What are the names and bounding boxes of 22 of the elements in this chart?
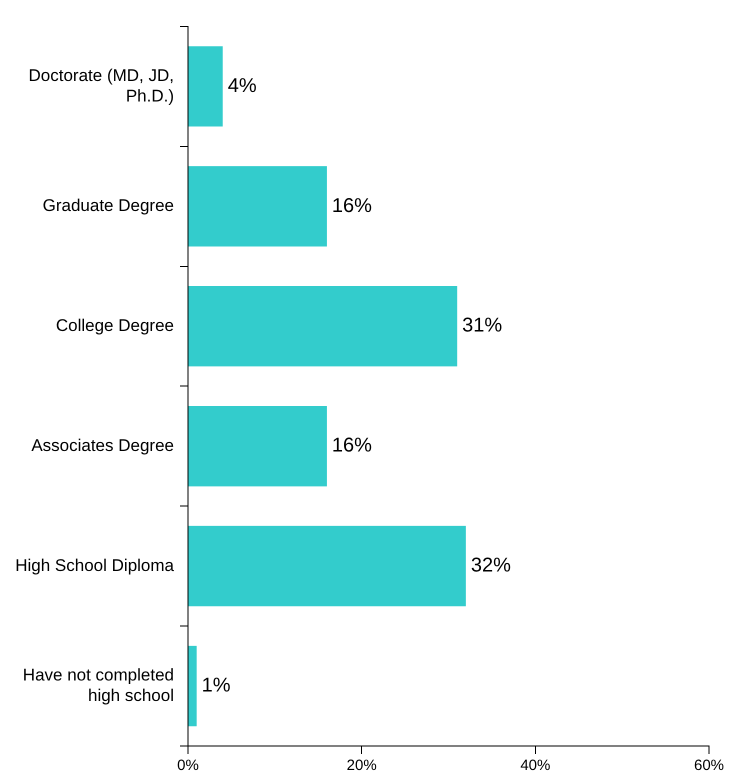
bar [188,166,327,246]
x-tick-label: 20% [346,757,377,774]
data-label: 31% [462,314,502,337]
y-tick-label: High School Diploma [15,556,175,575]
data-label: 16% [332,194,372,217]
y-tick-label: Have not completed high school [22,666,174,705]
y-tick-label: Doctorate (MD, JD, Ph.D.) [28,66,174,106]
y-tick-label: College Degree [56,316,174,335]
data-label: 16% [332,434,372,457]
data-label: 32% [470,554,512,577]
bar [188,46,223,127]
x-tick-label: 40% [520,757,550,774]
y-tick-label: Graduate Degree [42,196,174,215]
bar [188,406,327,486]
data-label: 4% [228,74,257,97]
y-tick-label: Associates Degree [31,436,174,455]
bar [188,286,458,366]
bar [188,526,466,606]
x-tick-label: 0% [177,757,199,774]
x-tick-label: 60% [694,757,724,774]
data-label: 1% [202,674,231,697]
bar [188,646,197,726]
